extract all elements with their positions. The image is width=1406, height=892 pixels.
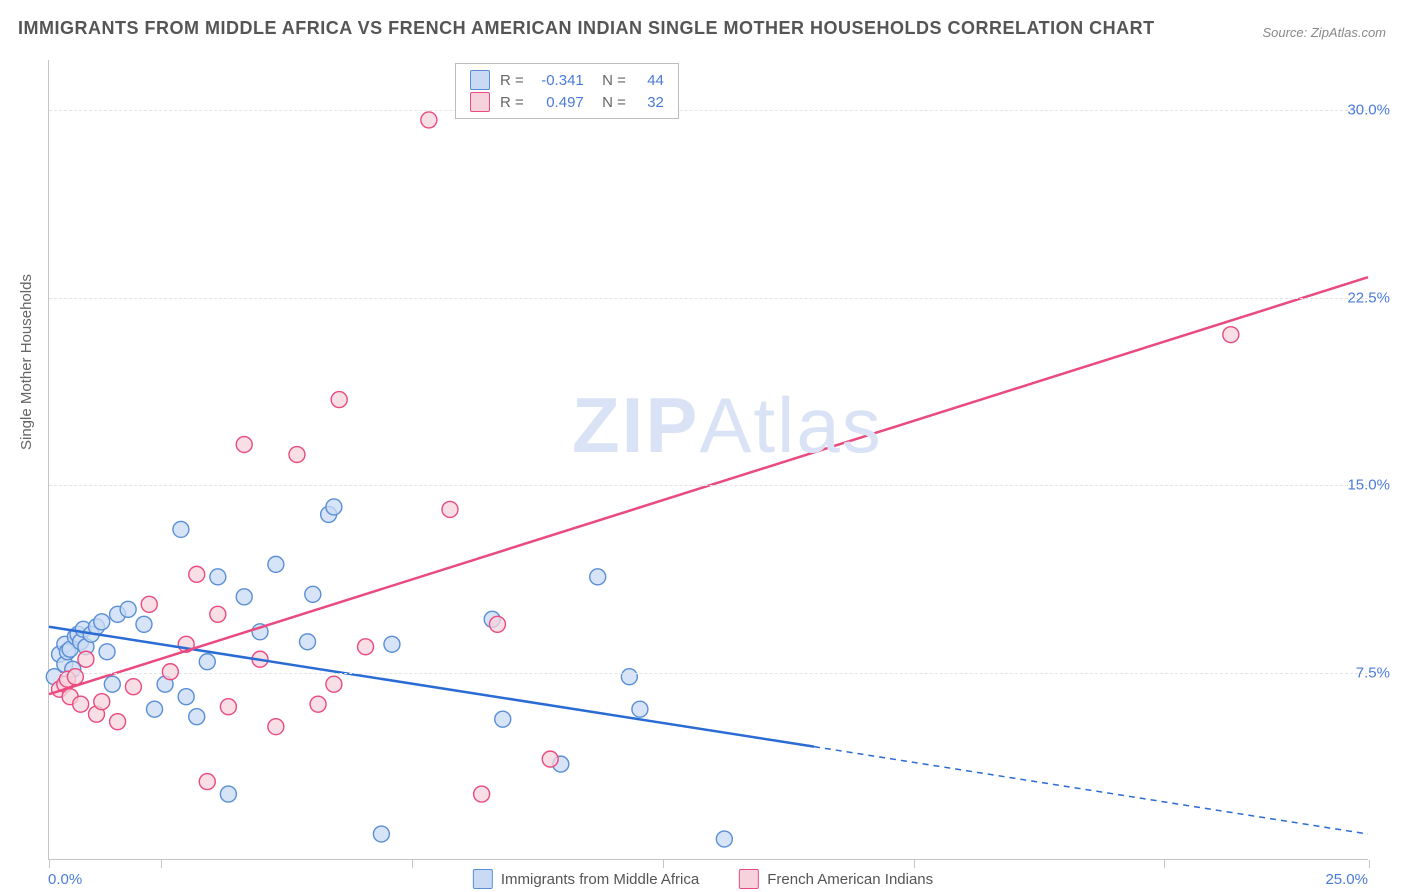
y-tick-label: 30.0%	[1347, 102, 1390, 119]
data-point	[373, 826, 389, 842]
stat-n-value: 32	[636, 94, 664, 111]
x-tick-mark	[49, 860, 50, 868]
data-point	[136, 616, 152, 632]
data-point	[141, 596, 157, 612]
x-tick-label: 25.0%	[1325, 871, 1368, 888]
data-point	[110, 714, 126, 730]
data-point	[590, 569, 606, 585]
stat-n-label: N =	[594, 72, 626, 89]
data-point	[210, 569, 226, 585]
data-point	[220, 786, 236, 802]
y-tick-label: 15.0%	[1347, 477, 1390, 494]
data-point	[326, 499, 342, 515]
source-attribution: Source: ZipAtlas.com	[1262, 25, 1386, 40]
trend-line-extrapolated	[814, 747, 1368, 834]
data-point	[358, 639, 374, 655]
y-tick-label: 22.5%	[1347, 289, 1390, 306]
stat-r-value: -0.341	[534, 72, 584, 89]
data-point	[421, 112, 437, 128]
data-point	[442, 501, 458, 517]
x-tick-mark	[161, 860, 162, 868]
data-point	[189, 566, 205, 582]
data-point	[67, 669, 83, 685]
data-point	[104, 676, 120, 692]
data-point	[331, 392, 347, 408]
data-point	[305, 586, 321, 602]
gridline-h	[49, 485, 1368, 486]
data-point	[621, 669, 637, 685]
stat-n-label: N =	[594, 94, 626, 111]
data-point	[173, 521, 189, 537]
data-point	[210, 606, 226, 622]
data-point	[236, 589, 252, 605]
x-tick-mark	[663, 860, 664, 868]
data-point	[474, 786, 490, 802]
data-point	[199, 654, 215, 670]
data-point	[289, 447, 305, 463]
data-point	[542, 751, 558, 767]
stat-r-label: R =	[500, 94, 524, 111]
data-point	[178, 689, 194, 705]
data-point	[120, 601, 136, 617]
legend-stats-row: R = 0.497 N = 32	[470, 92, 664, 112]
legend-stats-row: R = -0.341 N = 44	[470, 70, 664, 90]
data-point	[189, 709, 205, 725]
legend-swatch	[473, 869, 493, 889]
plot-area	[48, 60, 1368, 860]
data-point	[236, 437, 252, 453]
legend-stats-box: R = -0.341 N = 44 R = 0.497 N = 32	[455, 63, 679, 119]
data-point	[326, 676, 342, 692]
legend-bottom: Immigrants from Middle Africa French Amer…	[473, 869, 933, 889]
stat-r-value: 0.497	[534, 94, 584, 111]
legend-swatch	[470, 70, 490, 90]
legend-swatch	[470, 92, 490, 112]
chart-svg	[49, 60, 1368, 859]
x-tick-mark	[1369, 860, 1370, 868]
gridline-h	[49, 298, 1368, 299]
stat-n-value: 44	[636, 72, 664, 89]
y-axis-label: Single Mother Households	[18, 274, 35, 450]
legend-label: Immigrants from Middle Africa	[501, 871, 699, 888]
data-point	[99, 644, 115, 660]
data-point	[632, 701, 648, 717]
x-tick-mark	[412, 860, 413, 868]
chart-title: IMMIGRANTS FROM MIDDLE AFRICA VS FRENCH …	[18, 18, 1155, 39]
legend-item: French American Indians	[739, 869, 933, 889]
data-point	[94, 614, 110, 630]
data-point	[310, 696, 326, 712]
data-point	[716, 831, 732, 847]
x-tick-label: 0.0%	[48, 871, 82, 888]
data-point	[495, 711, 511, 727]
data-point	[268, 719, 284, 735]
legend-label: French American Indians	[767, 871, 933, 888]
stat-r-label: R =	[500, 72, 524, 89]
data-point	[125, 679, 141, 695]
data-point	[78, 651, 94, 667]
legend-item: Immigrants from Middle Africa	[473, 869, 699, 889]
gridline-h	[49, 673, 1368, 674]
data-point	[199, 774, 215, 790]
x-tick-mark	[1164, 860, 1165, 868]
data-point	[384, 636, 400, 652]
data-point	[268, 556, 284, 572]
gridline-h	[49, 110, 1368, 111]
data-point	[489, 616, 505, 632]
data-point	[1223, 327, 1239, 343]
x-tick-mark	[914, 860, 915, 868]
data-point	[220, 699, 236, 715]
data-point	[73, 696, 89, 712]
y-tick-label: 7.5%	[1356, 664, 1390, 681]
data-point	[94, 694, 110, 710]
data-point	[147, 701, 163, 717]
data-point	[300, 634, 316, 650]
legend-swatch	[739, 869, 759, 889]
